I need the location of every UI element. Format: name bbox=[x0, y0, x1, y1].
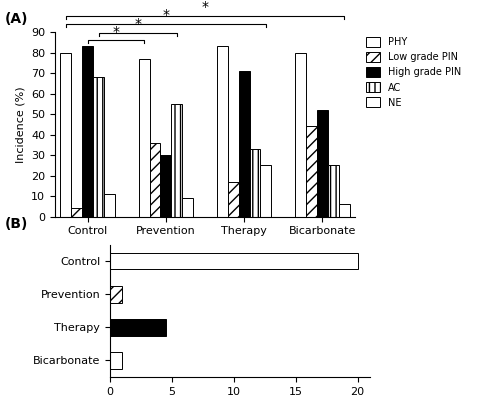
Bar bbox=[260, 165, 272, 217]
Text: *: * bbox=[134, 18, 141, 31]
Bar bbox=[72, 209, 83, 217]
Bar bbox=[316, 110, 328, 217]
Bar bbox=[172, 104, 182, 217]
Bar bbox=[94, 77, 104, 217]
Bar bbox=[110, 352, 122, 369]
Text: *: * bbox=[202, 0, 208, 14]
Bar bbox=[295, 53, 306, 217]
Bar bbox=[182, 198, 194, 217]
Bar bbox=[306, 126, 316, 217]
Bar bbox=[216, 47, 228, 217]
Bar bbox=[328, 165, 338, 217]
Bar bbox=[110, 253, 358, 269]
Bar bbox=[338, 204, 349, 217]
Bar bbox=[228, 182, 238, 217]
Bar bbox=[160, 155, 172, 217]
Text: (A): (A) bbox=[5, 12, 28, 26]
Bar bbox=[110, 286, 122, 302]
Bar bbox=[60, 53, 72, 217]
Bar bbox=[150, 143, 160, 217]
Text: *: * bbox=[112, 24, 119, 38]
Bar bbox=[110, 319, 166, 336]
Text: (B): (B) bbox=[5, 217, 28, 231]
Y-axis label: Incidence (%): Incidence (%) bbox=[16, 86, 26, 163]
Bar bbox=[238, 71, 250, 217]
Text: *: * bbox=[162, 8, 170, 22]
Bar bbox=[82, 47, 94, 217]
Bar bbox=[138, 59, 149, 217]
Legend: PHY, Low grade PIN, High grade PIN, AC, NE: PHY, Low grade PIN, High grade PIN, AC, … bbox=[366, 37, 462, 108]
Bar bbox=[250, 149, 260, 217]
Bar bbox=[104, 194, 115, 217]
